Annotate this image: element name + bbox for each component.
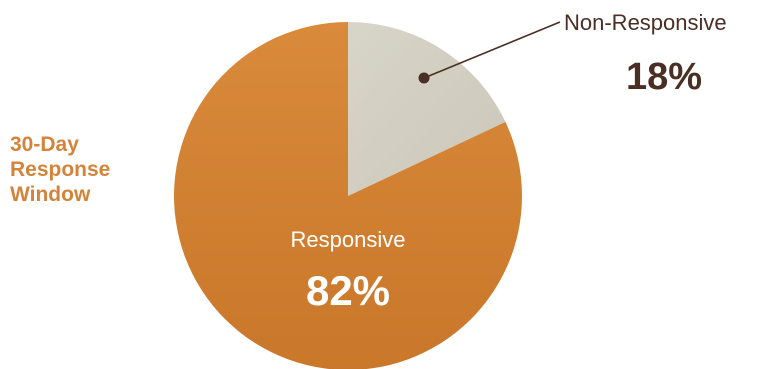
non-responsive-callout-dot	[418, 72, 430, 84]
non-responsive-value-label: 18%	[626, 56, 702, 98]
pie-slice-responsive	[174, 22, 523, 369]
chart-side-title: 30-Day Response Window	[10, 132, 160, 207]
non-responsive-label: Non-Responsive	[564, 10, 727, 35]
pie-slices	[174, 22, 523, 369]
non-responsive-callout-line	[423, 21, 561, 79]
side-title-line-3: Window	[10, 183, 91, 206]
responsive-value-label: 82%	[306, 267, 390, 314]
pie-slice-non-responsive	[348, 22, 506, 196]
side-title-line-2: Response	[10, 158, 111, 181]
side-title-line-1: 30-Day	[10, 133, 79, 156]
responsive-label: Responsive	[291, 227, 406, 252]
